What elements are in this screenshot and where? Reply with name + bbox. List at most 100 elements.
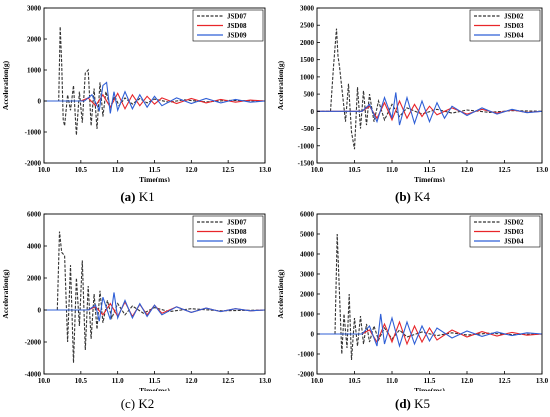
y-tick-label: 3000 (27, 5, 42, 13)
y-tick-label: 4000 (300, 251, 315, 259)
y-tick-label: 2500 (300, 22, 315, 30)
series-line-jsd07-k2 (44, 231, 265, 363)
legend-label-jsd09: JSD09 (227, 32, 247, 40)
x-tick-label: 13.0 (536, 166, 549, 174)
series-line-jsd02-k4 (317, 28, 542, 150)
y-tick-label: 0 (38, 307, 42, 315)
chart-panel-k5: 10.0 10.5 11.0 11.5 12.0 12.5 13.0 -2000 -1000 0 1… (275, 206, 550, 392)
y-tick-label: -2000 (298, 371, 315, 379)
x-tick-label: 12.0 (185, 377, 198, 385)
chart-k5-svg: 10.0 10.5 11.0 11.5 12.0 12.5 13.0 -2000 -1000 0 1… (276, 211, 549, 392)
caption-k5: (d) K5 (275, 396, 550, 412)
x-tick-label: 10.0 (38, 377, 51, 385)
x-axis-label-k4: Time(ms) (414, 175, 445, 182)
y-tick-label: -1000 (298, 351, 315, 359)
y-tick-label: 6000 (300, 211, 315, 219)
x-tick-label: 11.5 (424, 166, 436, 174)
legend-label-jsd08: JSD08 (227, 22, 247, 30)
legend-label-jsd08: JSD08 (227, 228, 247, 236)
x-tick-label: 11.0 (112, 166, 124, 174)
y-tick-label: 2000 (27, 36, 42, 44)
y-tick-label: 0 (38, 98, 42, 106)
x-tick-label: 10.0 (311, 377, 324, 385)
legend-label-jsd04: JSD04 (504, 238, 524, 246)
y-tick-label: -1000 (25, 129, 42, 137)
legend-label-jsd09: JSD09 (227, 238, 247, 246)
y-tick-label: 6000 (27, 211, 42, 219)
y-tick-label: 3000 (300, 5, 315, 13)
legend-label-jsd04: JSD04 (504, 32, 524, 40)
x-tick-label: 11.5 (424, 377, 436, 385)
y-axis-label-k4: Acceleration(g) (276, 60, 285, 110)
legend-label-jsd07: JSD07 (227, 219, 247, 227)
y-tick-label: -2000 (25, 160, 42, 168)
caption-k5-letter: (d) (394, 396, 411, 411)
x-tick-label: 12.0 (461, 377, 474, 385)
caption-k2: (c) K2 (0, 396, 275, 412)
x-tick-label: 11.0 (112, 377, 124, 385)
x-tick-label: 11.5 (149, 166, 161, 174)
x-tick-label: 12.5 (222, 377, 235, 385)
chart-panel-k2: 10.0 10.5 11.0 11.5 12.0 12.5 13.0 -4000 -2000 0 2… (0, 206, 275, 392)
x-tick-label: 10.5 (75, 377, 88, 385)
chart-k1-svg: 10.0 10.5 11.0 11.5 12.0 12.5 13.0 -2000 -1000 0 1… (1, 5, 272, 183)
y-tick-label: 1000 (300, 73, 315, 81)
series-line-jsd07-k1 (44, 26, 265, 136)
y-axis-label-k2: Acceleration(g) (1, 269, 10, 319)
y-tick-label: 1500 (300, 56, 315, 64)
x-tick-label: 11.0 (386, 166, 398, 174)
x-axis-label-k2: Time(ms) (139, 386, 170, 391)
series-line-jsd09-k1 (44, 81, 265, 114)
chart-k2-svg: 10.0 10.5 11.0 11.5 12.0 12.5 13.0 -4000 -2000 0 2… (1, 211, 272, 392)
x-tick-label: 13.0 (536, 377, 549, 385)
caption-k2-name: K2 (138, 396, 155, 411)
caption-k1-letter: (a) (120, 189, 136, 204)
series-line-jsd04-k5 (317, 313, 542, 348)
chart-panel-k4: 10.0 10.5 11.0 11.5 12.0 12.5 13.0 -1500 -1000 -5… (275, 0, 550, 183)
y-tick-label: -1500 (298, 160, 315, 168)
x-tick-label: 11.0 (386, 377, 398, 385)
caption-k5-name: K5 (414, 396, 431, 411)
chart-k4-svg: 10.0 10.5 11.0 11.5 12.0 12.5 13.0 -1500 -1000 -5… (276, 5, 549, 183)
caption-k4: (b) K4 (275, 189, 550, 205)
y-tick-label: 5000 (300, 231, 315, 239)
x-tick-label: 10.5 (75, 166, 88, 174)
caption-k4-name: K4 (414, 189, 431, 204)
y-tick-label: 1000 (300, 311, 315, 319)
y-tick-label: 3000 (300, 271, 315, 279)
x-tick-label: 12.0 (185, 166, 198, 174)
y-tick-label: 0 (311, 108, 315, 116)
x-tick-label: 13.0 (259, 377, 272, 385)
x-tick-label: 10.5 (348, 166, 361, 174)
y-tick-label: -500 (301, 125, 314, 133)
x-axis-label-k1: Time(ms) (139, 175, 170, 182)
x-tick-label: 10.0 (311, 166, 324, 174)
y-tick-label: 2000 (27, 275, 42, 283)
x-tick-label: 12.5 (498, 377, 511, 385)
y-tick-label: 2000 (300, 39, 315, 47)
series-line-jsd04-k4 (317, 92, 542, 126)
y-tick-label: 0 (311, 331, 315, 339)
legend-label-jsd03: JSD03 (504, 22, 524, 30)
x-tick-label: 12.5 (498, 166, 511, 174)
x-tick-label: 11.5 (149, 377, 161, 385)
y-axis-label-k1: Acceleration(g) (1, 60, 10, 110)
y-tick-label: -4000 (25, 371, 42, 379)
legend-label-jsd02: JSD02 (504, 219, 524, 227)
caption-k2-letter: (c) (120, 396, 136, 411)
x-tick-label: 10.5 (348, 377, 361, 385)
legend-label-jsd07: JSD07 (227, 13, 247, 21)
x-tick-label: 12.0 (461, 166, 474, 174)
caption-k1: (a) K1 (0, 189, 275, 205)
caption-k4-letter: (b) (394, 189, 411, 204)
x-tick-label: 13.0 (259, 166, 272, 174)
y-tick-label: 2000 (300, 291, 315, 299)
y-tick-label: -2000 (25, 339, 42, 347)
y-tick-label: 1000 (27, 67, 42, 75)
caption-k1-name: K1 (138, 189, 155, 204)
y-tick-label: 4000 (27, 243, 42, 251)
x-tick-label: 10.0 (38, 166, 51, 174)
y-tick-label: 500 (304, 91, 315, 99)
x-axis-label-k5: Time(ms) (414, 386, 445, 391)
x-tick-label: 12.5 (222, 166, 235, 174)
